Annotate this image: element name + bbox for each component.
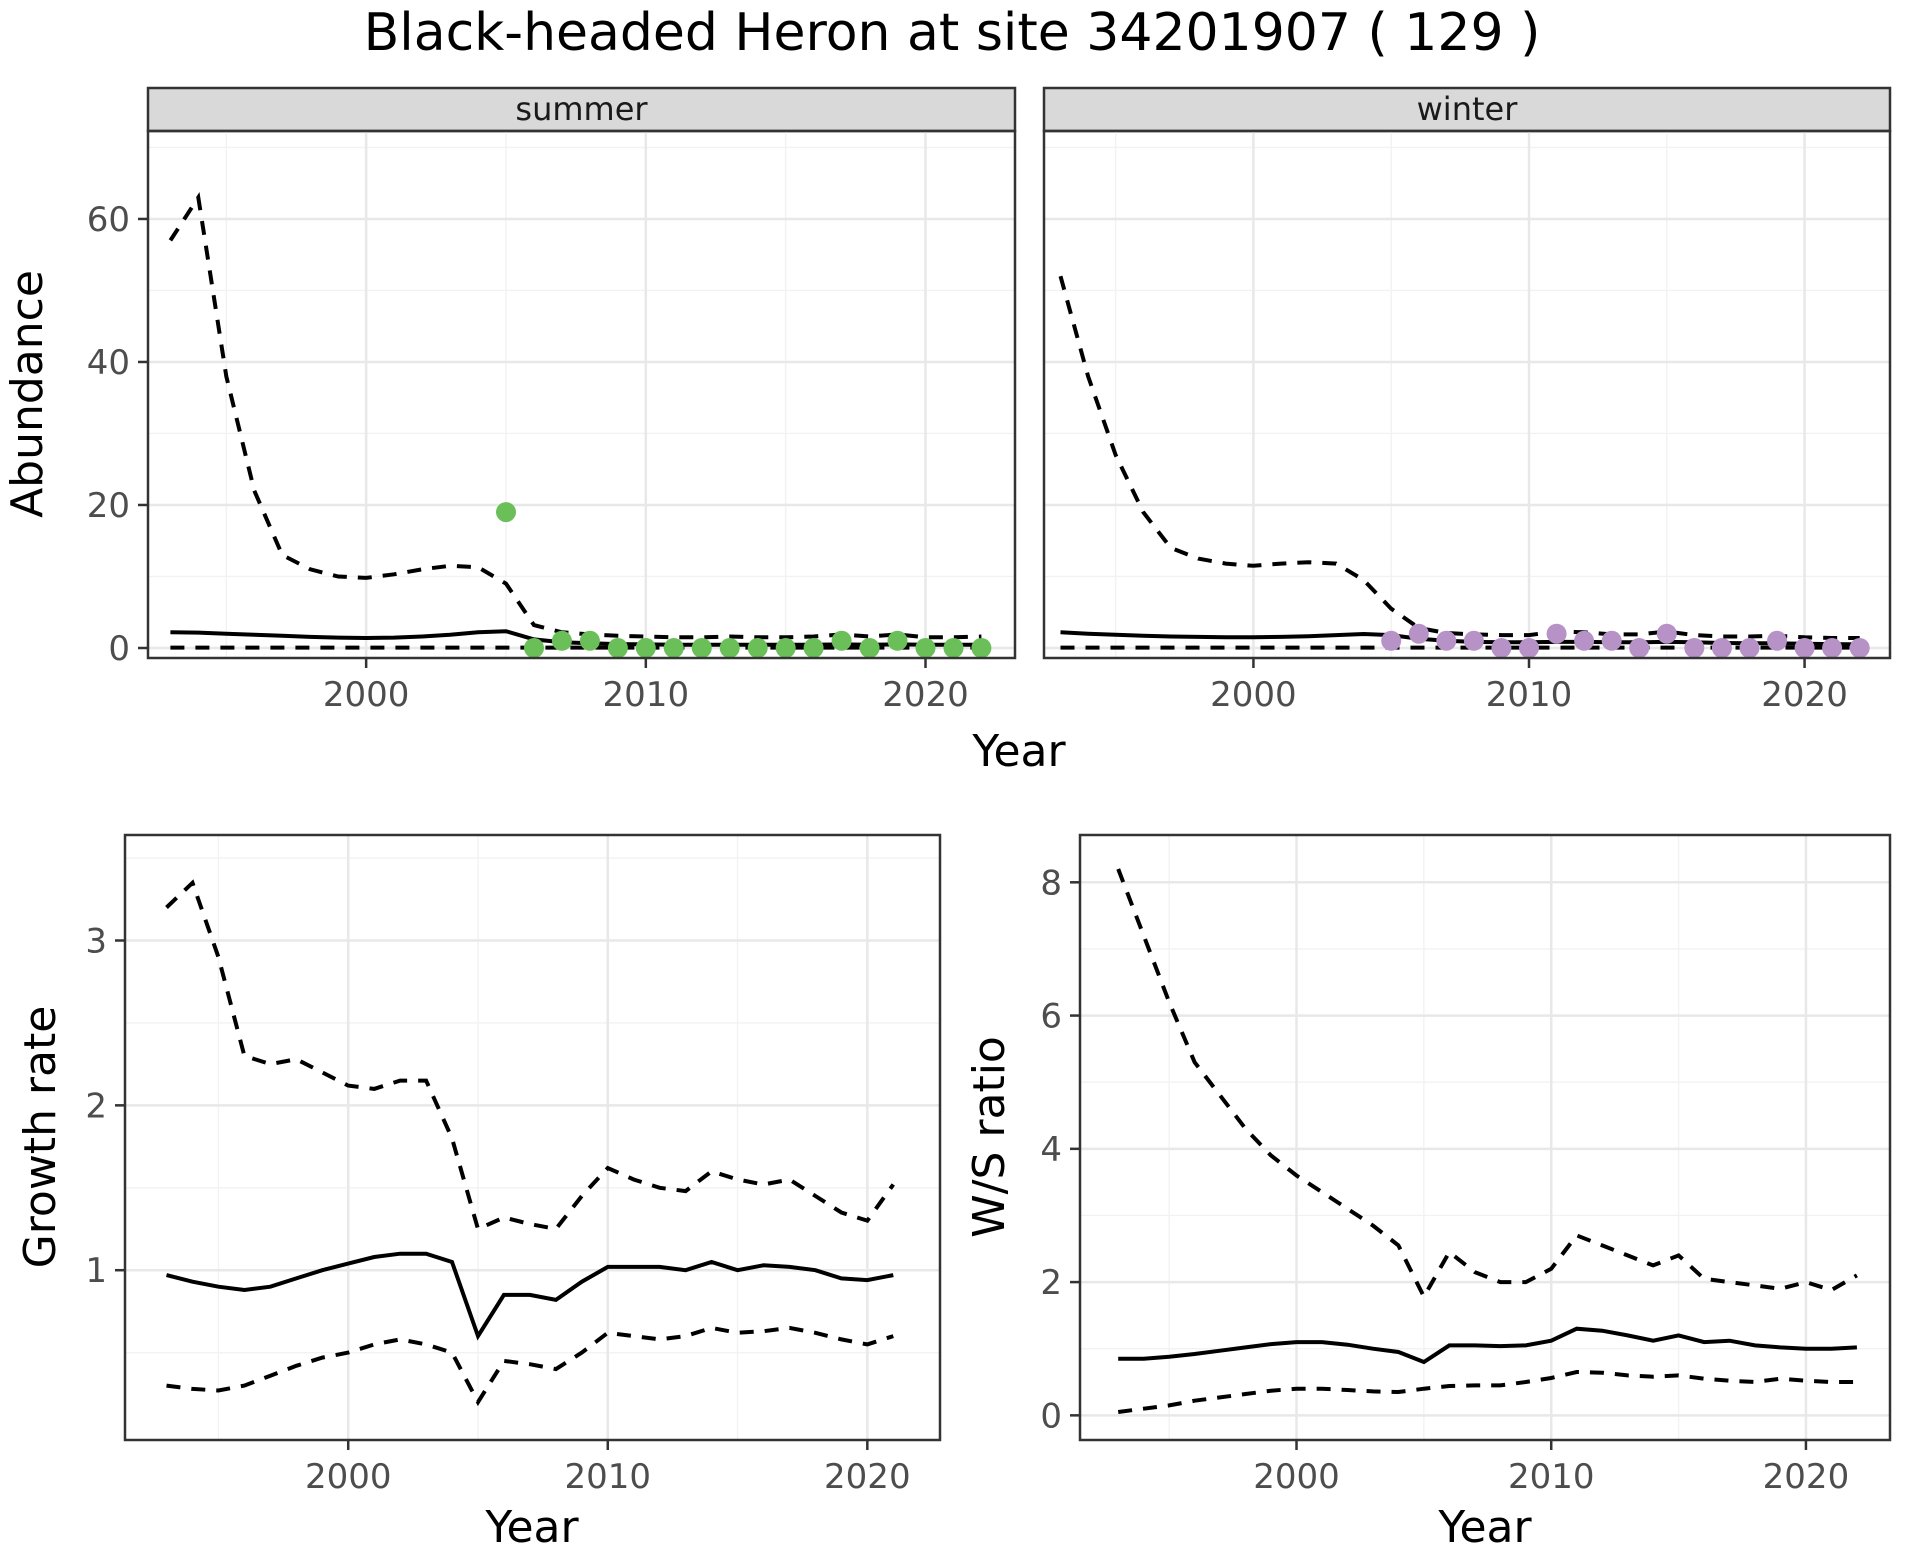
- data-point: [747, 638, 768, 658]
- x-tick-label: 2000: [1253, 1457, 1340, 1497]
- x-tick-label: 2020: [1761, 675, 1848, 715]
- data-point: [1574, 630, 1595, 651]
- data-point: [691, 638, 712, 658]
- x-tick-label: 2010: [1486, 675, 1573, 715]
- series-upper-95ci: [1058, 275, 1860, 640]
- data-point: [607, 638, 628, 658]
- plot-area: [125, 835, 940, 1440]
- data-point: [579, 630, 600, 651]
- data-point: [1629, 638, 1650, 658]
- x-tick-label: 2000: [305, 1457, 392, 1497]
- data-point: [524, 638, 544, 658]
- x-tick-label: 2020: [1763, 1457, 1850, 1497]
- strip-winter: [1042, 86, 1892, 133]
- y-tick-label: 2: [85, 1086, 107, 1126]
- y-tick-label: 1: [85, 1251, 107, 1291]
- x-tick-label: 2000: [323, 675, 410, 715]
- strip-label-winter: winter: [1417, 90, 1519, 128]
- x-tick-label: 2010: [603, 675, 690, 715]
- strip-summer: [146, 86, 1017, 133]
- abundance-axis-title: Abundance: [2, 270, 53, 518]
- top-year-axis-title: Year: [971, 726, 1066, 777]
- y-tick-label: 4: [1040, 1130, 1062, 1170]
- x-tick-label: 2020: [824, 1457, 911, 1497]
- series-median: [1118, 1326, 1858, 1365]
- y-tick-label: 0: [1040, 1396, 1062, 1436]
- y-tick-label: 60: [87, 200, 130, 240]
- panel-border-winter: [1042, 129, 1892, 660]
- x-tick-label: 2010: [1508, 1457, 1595, 1497]
- data-point: [1436, 630, 1457, 651]
- plot-area: [1080, 835, 1890, 1440]
- y-tick-label: 20: [87, 486, 130, 526]
- data-point: [1656, 623, 1677, 644]
- data-point: [1408, 623, 1429, 644]
- data-point: [1684, 638, 1705, 658]
- data-point: [663, 638, 684, 658]
- plot-title: Black-headed Heron at site 34201907 ( 12…: [364, 3, 1541, 63]
- data-point: [635, 638, 656, 658]
- data-point: [803, 638, 824, 658]
- y-tick-label: 8: [1040, 863, 1062, 903]
- data-point: [1739, 638, 1760, 658]
- y-tick-label: 3: [85, 922, 107, 962]
- series-lower-95ci: [1117, 1369, 1857, 1414]
- series-median: [166, 1251, 894, 1341]
- data-point: [1519, 638, 1539, 658]
- data-point: [915, 638, 936, 658]
- panel-border-growth-rate: [123, 833, 942, 1442]
- facet-strips: summer winter: [146, 86, 1892, 133]
- x-tick-label: 2000: [1210, 675, 1297, 715]
- chart-abundance-summer: 0 20 40 60 2000 2010 2020: [87, 131, 1015, 715]
- data-point: [551, 630, 572, 651]
- chart-abundance-winter: 2000 2010 2020: [1044, 131, 1890, 715]
- series-upper-95ci: [165, 879, 895, 1232]
- data-point: [496, 502, 516, 523]
- data-point: [887, 630, 908, 651]
- data-point: [831, 630, 852, 651]
- ws-ratio-axis-title: W/S ratio: [964, 1036, 1015, 1238]
- data-point: [971, 638, 992, 658]
- strip-label-summer: summer: [515, 90, 648, 128]
- y-tick-label: 40: [87, 343, 130, 383]
- x-tick-label: 2010: [565, 1457, 652, 1497]
- chart-growth-rate: 1 2 3 2000 2010 2020: [85, 835, 940, 1497]
- y-tick-label: 6: [1040, 997, 1062, 1037]
- x-tick-label: 2020: [882, 675, 969, 715]
- data-point: [1463, 630, 1484, 651]
- growth-year-axis-title: Year: [484, 1502, 579, 1553]
- data-point: [1767, 630, 1787, 651]
- data-point: [1822, 638, 1843, 658]
- data-point: [1381, 630, 1402, 651]
- panel-border-ws-ratio: [1078, 833, 1892, 1442]
- panel-border-summer: [146, 129, 1017, 660]
- series-median: [170, 629, 982, 647]
- data-point: [1849, 638, 1870, 658]
- data-point: [859, 638, 880, 658]
- series-upper-95ci: [168, 192, 982, 640]
- data-point: [719, 638, 740, 658]
- ws-year-axis-title: Year: [1437, 1502, 1532, 1553]
- growth-rate-axis-title: Growth rate: [15, 1006, 66, 1269]
- series-upper-95ci: [1116, 868, 1858, 1301]
- data-point: [775, 638, 796, 658]
- plot-area: [1044, 131, 1890, 658]
- y-tick-label: 2: [1040, 1263, 1062, 1303]
- data-point: [1711, 638, 1732, 658]
- y-tick-label: 0: [108, 629, 130, 669]
- plot-area: [148, 131, 1015, 658]
- data-point: [1491, 638, 1512, 658]
- data-point: [1794, 638, 1815, 658]
- data-point: [1546, 623, 1567, 644]
- chart-ws-ratio: 0 2 4 6 8 2000 2010 2020: [1040, 835, 1890, 1497]
- series-lower-95ci: [166, 1325, 894, 1407]
- data-point: [943, 638, 964, 658]
- data-point: [1601, 630, 1622, 651]
